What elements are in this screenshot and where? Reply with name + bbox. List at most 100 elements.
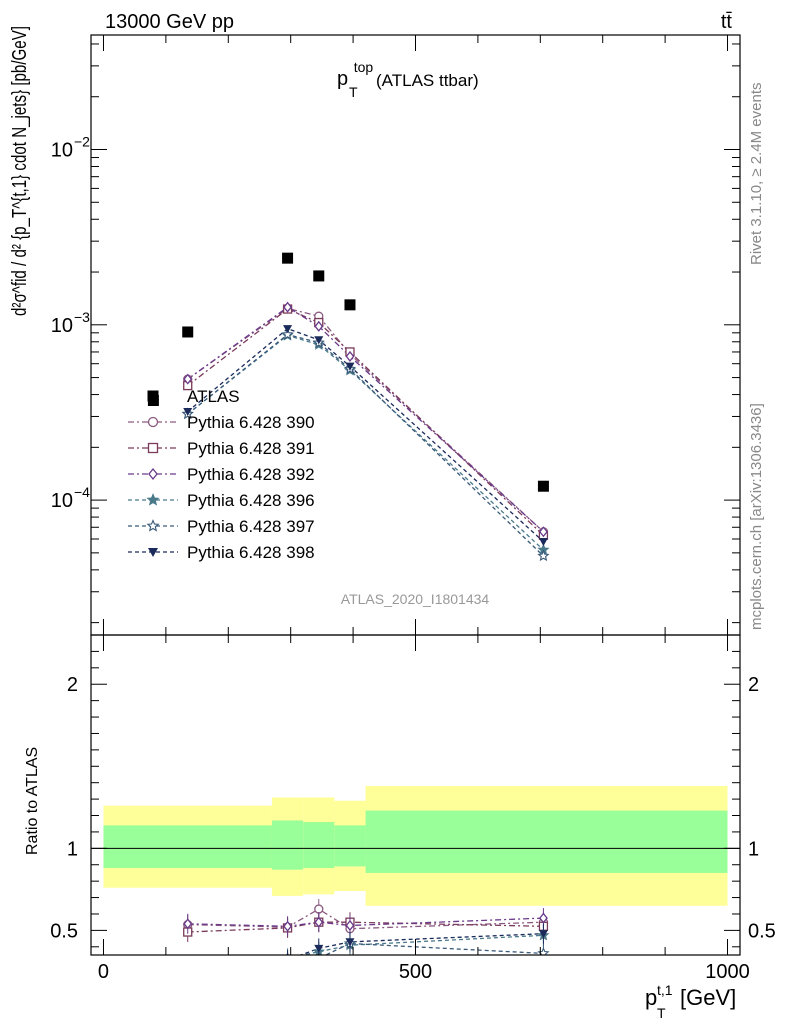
ratio-series-lines [187,908,544,955]
ratio-y-tick-label: 2 [67,674,78,696]
data-point-series-3 [314,320,324,332]
ratio-point-series-2 [314,916,324,928]
data-point-series-0 [344,299,356,311]
main-y-tick-exponent: −3 [74,309,90,325]
legend-marker [146,519,160,532]
legend-marker [147,442,159,454]
legend-entry-label: Pythia 6.428 398 [187,543,315,562]
data-point-series-6 [314,336,324,345]
x-label-sub: T [657,1005,666,1021]
main-y-tick-label: 10 [51,140,73,162]
x-axis-label: p t,1 T [645,975,679,1021]
ratio-y-tick-label-right: 1 [748,838,759,860]
legend-entry-label: ATLAS [187,387,240,406]
legend-entry-label: Pythia 6.428 392 [187,465,315,484]
ratio-y-tick-label: 1 [67,838,78,860]
main-y-tick-label: 10 [51,490,73,512]
data-point-series-6 [183,407,193,417]
legend-entry-label: Pythia 6.428 396 [187,491,315,510]
x-tick-label: 500 [399,961,432,983]
ratio-y-tick-label-right: 0.5 [748,920,776,942]
ratio-point-series-3 [183,960,193,969]
ratio-band-green [103,825,272,869]
main-y-axis-label: d²σ^fid / d² {p_T^{t,1} cdot N_jets} [pb… [9,26,31,316]
mcplots-label: mcplots.cern.ch [arXiv:1306.3436] [748,403,765,630]
main-y-tick-exponent: −2 [74,134,90,150]
legend: ATLAS Pythia 6.428 390 Pythia 6.428 391 Pyt… [128,387,315,562]
main-y-tick-label: 10 [51,315,73,337]
data-point-series-3 [345,350,355,362]
legend-marker [147,416,159,428]
data-point-series-0 [537,480,549,492]
ratio-y-axis-label: Ratio to ATLAS [24,747,41,855]
data-point-series-6 [538,537,548,547]
energy-label: 13000 GeV pp [105,11,234,33]
title-main: p [337,68,348,90]
y-tick-base: 10 [51,140,73,162]
data-point-series-6 [283,325,293,334]
main-series-markers [147,252,550,562]
data-point-series-0 [282,252,294,264]
data-point-series-0 [313,270,325,282]
main-y-tick-exponent: −4 [74,484,90,500]
ratio-band-green [271,820,304,870]
ratio-uncertainty-bands [103,785,728,906]
ratio-y-tick-label: 0.5 [50,920,78,942]
ratio-point-series-2 [283,920,293,932]
legend-marker [146,493,160,506]
ratio-point-series-2 [345,919,355,932]
legend-entry-label: Pythia 6.428 397 [187,517,315,536]
ratio-line-4 [324,942,544,955]
main-plot-content [147,252,550,562]
y-label-text: d²σ^fid / d² {p_T^{t,1} cdot N_jets} [pb… [9,26,31,316]
title-sub: T [349,84,358,100]
ratio-point-series-4 [283,957,293,966]
legend-entry-label: Pythia 6.428 391 [187,439,315,458]
data-point-series-6 [345,362,355,371]
data-point-series-5 [281,328,294,340]
legend-entry-label: Pythia 6.428 390 [187,413,315,432]
ratio-band-green [334,825,366,867]
ratio-panel: 0.5 0.5 1 1 2 2 0 500 1000 Ratio to ATLAS p t,1 … [24,634,776,1021]
ratio-frame [90,634,741,956]
x-label-main: p [645,985,657,1010]
ratio-point-series-4 [183,965,193,974]
x-tick-label: 0 [98,961,109,983]
ratio-axis-ticks: 0.5 0.5 1 1 2 2 0 500 1000 [50,635,776,983]
series-line-5 [187,333,544,557]
data-point-series-0 [182,326,194,338]
legend-marker [148,548,158,557]
plot-title: p top T [337,55,379,100]
ratio-series-markers [183,899,550,974]
ratio-y-tick-label-right: 2 [748,674,759,696]
analysis-watermark: ATLAS_2020_I1801434 [341,591,490,607]
ratio-point-series-5 [314,944,324,953]
x-label-sup: t,1 [657,982,673,998]
ratio-point-series-5 [345,938,355,947]
y-tick-base: 10 [51,490,73,512]
x-label-unit: [GeV] [680,985,736,1010]
main-axis-ticks: 10−410−310−2 [51,35,740,635]
data-point-series-3 [183,373,193,385]
ratio-point-series-5 [283,956,292,964]
rivet-version-label: Rivet 3.1.10, ≥ 2.4M events [748,83,765,266]
ratio-line-3 [300,934,544,955]
main-panel: 10−410−310−2 p top T (ATLAS ttbar) ATLAS… [9,26,741,636]
ratio-band-green [365,810,728,873]
data-point-series-3 [283,301,293,313]
legend-marker [148,467,158,481]
ratio-band-green [303,822,335,869]
data-point-series-3 [538,526,548,538]
ratio-line-0 [187,908,544,930]
y-tick-base: 10 [51,315,73,337]
ratio-point-series-5 [538,930,548,939]
ratio-point-series-2 [538,912,548,924]
title-sup: top [354,59,374,75]
x-tick-label: 1000 [705,961,750,983]
ratio-point-series-0 [314,904,324,914]
data-point-series-5 [537,549,550,562]
legend-marker [147,390,159,402]
process-label: tt̄ [721,11,733,33]
ratio-plot-content [91,785,740,974]
